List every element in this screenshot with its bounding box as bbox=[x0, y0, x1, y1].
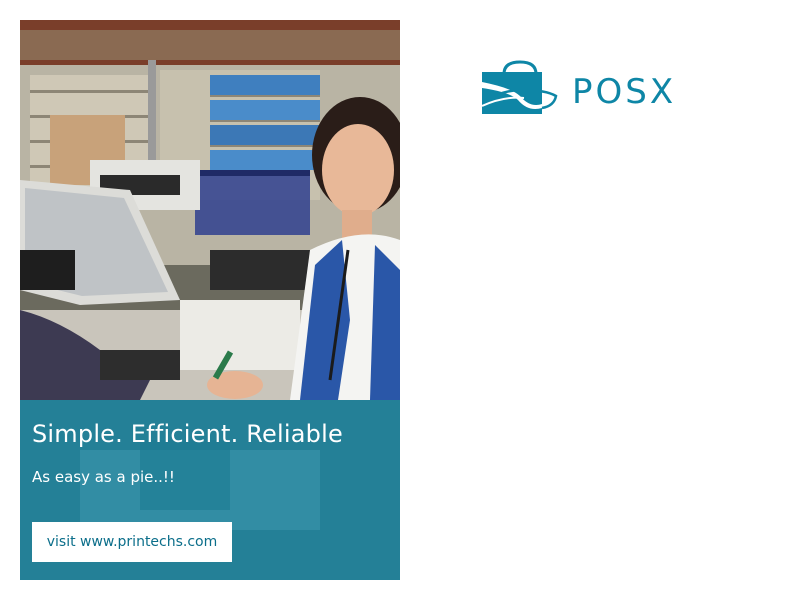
brand-logo[interactable]: POSX bbox=[482, 60, 676, 118]
promo-tagline: As easy as a pie..!! bbox=[32, 468, 175, 486]
brand-name: POSX bbox=[572, 72, 677, 112]
shopping-bag-icon bbox=[482, 60, 558, 114]
visit-website-button[interactable]: visit www.printechs.com bbox=[32, 522, 232, 562]
promo-headline: Simple. Efficient. Reliable bbox=[32, 420, 343, 448]
promo-card: Simple. Efficient. Reliable As easy as a… bbox=[20, 20, 400, 580]
